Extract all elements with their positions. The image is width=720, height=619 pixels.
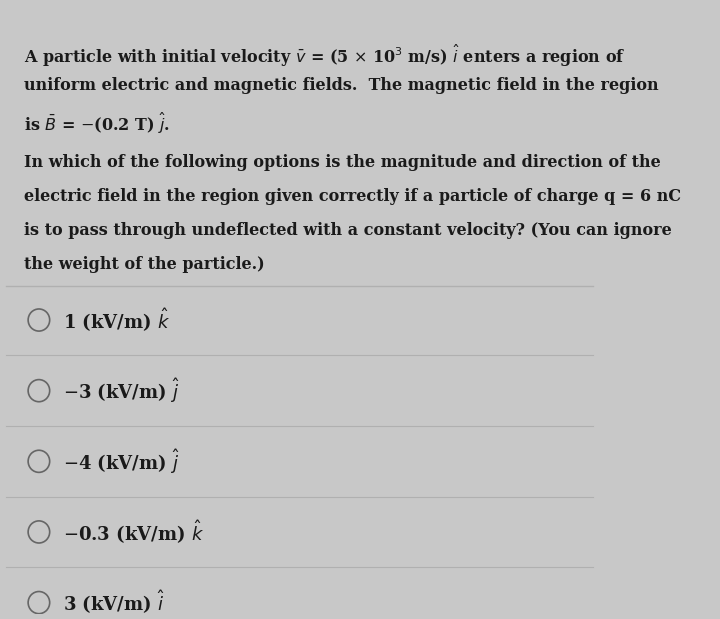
- Text: is to pass through undeflected with a constant velocity? (You can ignore: is to pass through undeflected with a co…: [24, 222, 672, 239]
- Text: electric field in the region given correctly if a particle of charge q = 6 nC: electric field in the region given corre…: [24, 188, 681, 206]
- Text: $-$4 (kV/m) $\hat{j}$: $-$4 (kV/m) $\hat{j}$: [63, 447, 180, 475]
- Text: $-$3 (kV/m) $\hat{j}$: $-$3 (kV/m) $\hat{j}$: [63, 376, 180, 405]
- Text: 1 (kV/m) $\hat{k}$: 1 (kV/m) $\hat{k}$: [63, 306, 170, 334]
- Text: A particle with initial velocity $\bar{v}$ = (5 $\times$ 10$^3$ m/s) $\hat{i}$ e: A particle with initial velocity $\bar{v…: [24, 43, 626, 69]
- Text: the weight of the particle.): the weight of the particle.): [24, 256, 264, 273]
- Text: In which of the following options is the magnitude and direction of the: In which of the following options is the…: [24, 155, 661, 171]
- Text: $-$0.3 (kV/m) $\hat{k}$: $-$0.3 (kV/m) $\hat{k}$: [63, 518, 204, 546]
- Text: is $\bar{B}$ = $-$(0.2 T) $\hat{j}$.: is $\bar{B}$ = $-$(0.2 T) $\hat{j}$.: [24, 111, 170, 136]
- Text: uniform electric and magnetic fields.  The magnetic field in the region: uniform electric and magnetic fields. Th…: [24, 77, 659, 94]
- Text: 3 (kV/m) $\hat{i}$: 3 (kV/m) $\hat{i}$: [63, 589, 165, 617]
